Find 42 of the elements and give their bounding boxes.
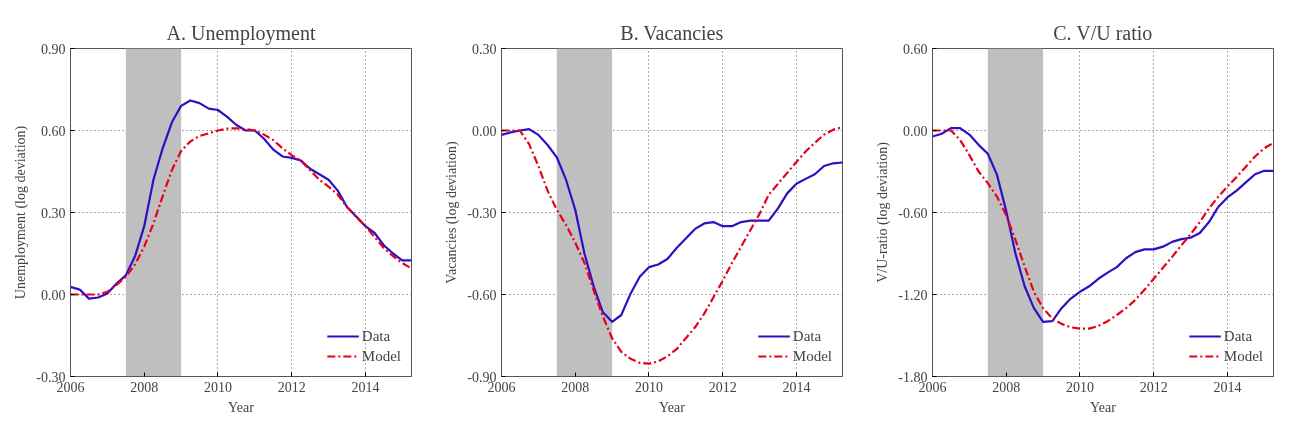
y-tick-label: 0.30: [472, 41, 497, 57]
y-tick-label: -0.60: [898, 205, 928, 221]
y-tick-label: -1.20: [898, 287, 928, 303]
chart-title: A. Unemployment: [166, 21, 316, 45]
x-tick-label: 2008: [130, 379, 159, 395]
x-axis-title: Year: [1090, 399, 1117, 415]
y-axis-title: Vacancies (log deviation): [444, 141, 461, 284]
y-tick-label: 0.00: [41, 287, 66, 303]
y-tick-label: 0.60: [41, 123, 66, 139]
x-axis-title: Year: [228, 399, 255, 415]
x-tick-label: 2014: [1213, 379, 1242, 395]
y-tick-label: -0.30: [467, 205, 497, 221]
legend-label: Data: [1223, 327, 1253, 345]
x-tick-label: 2010: [1065, 379, 1094, 395]
x-tick-label: 2014: [351, 379, 380, 395]
y-tick-label: 0.90: [41, 41, 66, 57]
legend-label: Data: [361, 327, 391, 345]
y-tick-label: -0.60: [467, 287, 497, 303]
y-tick-label: 0.60: [903, 41, 928, 57]
x-tick-label: 2012: [277, 379, 306, 395]
legend-label: Model: [792, 347, 832, 365]
x-axis-title: Year: [659, 399, 686, 415]
x-tick-label: 2014: [782, 379, 811, 395]
x-tick-label: 2008: [561, 379, 590, 395]
legend-label: Data: [792, 327, 822, 345]
y-axis-title: Unemployment (log deviation): [13, 125, 30, 300]
line-series: [501, 128, 843, 323]
y-tick-label: 0.30: [41, 205, 66, 221]
x-tick-label: 2010: [203, 379, 232, 395]
x-tick-label: 2012: [1139, 379, 1168, 395]
y-axis-title: V/U-ratio (log deviation): [875, 141, 892, 283]
x-tick-label: 2010: [634, 379, 663, 395]
x-tick-label: 2012: [708, 379, 737, 395]
x-tick-label: 2008: [992, 379, 1021, 395]
legend-label: Model: [361, 347, 401, 365]
chart-title: C. V/U ratio: [1053, 21, 1153, 44]
chart-title: B. Vacancies: [620, 21, 724, 44]
legend-label: Model: [1223, 347, 1263, 365]
y-tick-label: 0.00: [472, 123, 497, 139]
line-series: [501, 126, 843, 365]
y-tick-label: 0.00: [903, 123, 928, 139]
line-series: [70, 99, 412, 300]
